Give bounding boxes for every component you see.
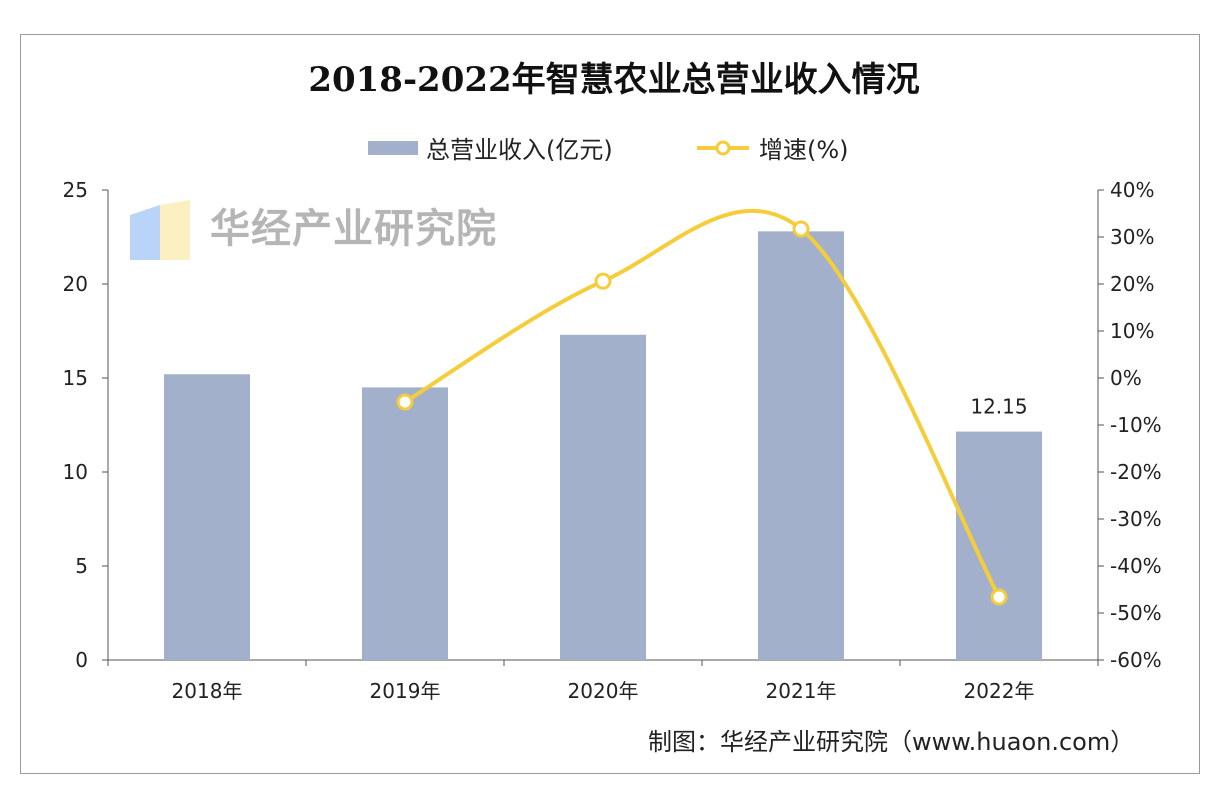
growth-point <box>396 393 414 411</box>
left-tick-label: 25 <box>63 178 88 202</box>
right-tick-label: -60% <box>1110 648 1162 672</box>
right-tick-label: -20% <box>1110 460 1162 484</box>
bar <box>164 374 250 660</box>
right-tick-label: 10% <box>1110 319 1154 343</box>
right-tick-label: 30% <box>1110 225 1154 249</box>
right-tick-label: -30% <box>1110 507 1162 531</box>
growth-point <box>990 588 1008 606</box>
left-tick-label: 10 <box>63 460 88 484</box>
source-credit: 制图：华经产业研究院（www.huaon.com） <box>648 728 1135 756</box>
left-tick-label: 15 <box>63 366 88 390</box>
left-tick-label: 0 <box>75 648 88 672</box>
data-label: 12.15 <box>970 395 1027 419</box>
chart-frame <box>20 34 1200 774</box>
right-tick-label: -50% <box>1110 601 1162 625</box>
bar <box>758 231 844 661</box>
x-tick-label: 2022年 <box>964 679 1035 703</box>
bar <box>560 334 646 660</box>
right-tick-label: 20% <box>1110 272 1154 296</box>
legend-item-growth: 增速(%) <box>695 130 849 165</box>
legend-label-revenue: 总营业收入(亿元) <box>426 136 613 164</box>
watermark-text: 华经产业研究院 <box>210 206 497 252</box>
growth-point <box>594 272 612 290</box>
growth-point <box>792 220 810 238</box>
x-tick-label: 2020年 <box>568 679 639 703</box>
chart-title: 2018-2022年智慧农业总营业收入情况 <box>308 60 920 100</box>
bar <box>956 431 1042 660</box>
watermark-logo-icon <box>130 200 190 260</box>
right-tick-label: -10% <box>1110 413 1162 437</box>
x-tick-label: 2021年 <box>766 679 837 703</box>
legend-line-swatch <box>697 140 749 155</box>
right-tick-label: 40% <box>1110 178 1154 202</box>
legend-item-revenue: 总营业收入(亿元) <box>368 130 613 165</box>
legend-bar-swatch <box>368 140 418 155</box>
x-tick-label: 2018年 <box>172 679 243 703</box>
right-tick-label: 0% <box>1110 366 1142 390</box>
bar <box>362 387 448 660</box>
right-tick-label: -40% <box>1110 554 1162 578</box>
x-tick-label: 2019年 <box>370 679 441 703</box>
left-tick-label: 20 <box>63 272 88 296</box>
growth-line <box>403 208 1001 598</box>
legend-label-growth: 增速(%) <box>759 136 849 164</box>
left-tick-label: 5 <box>75 554 88 578</box>
